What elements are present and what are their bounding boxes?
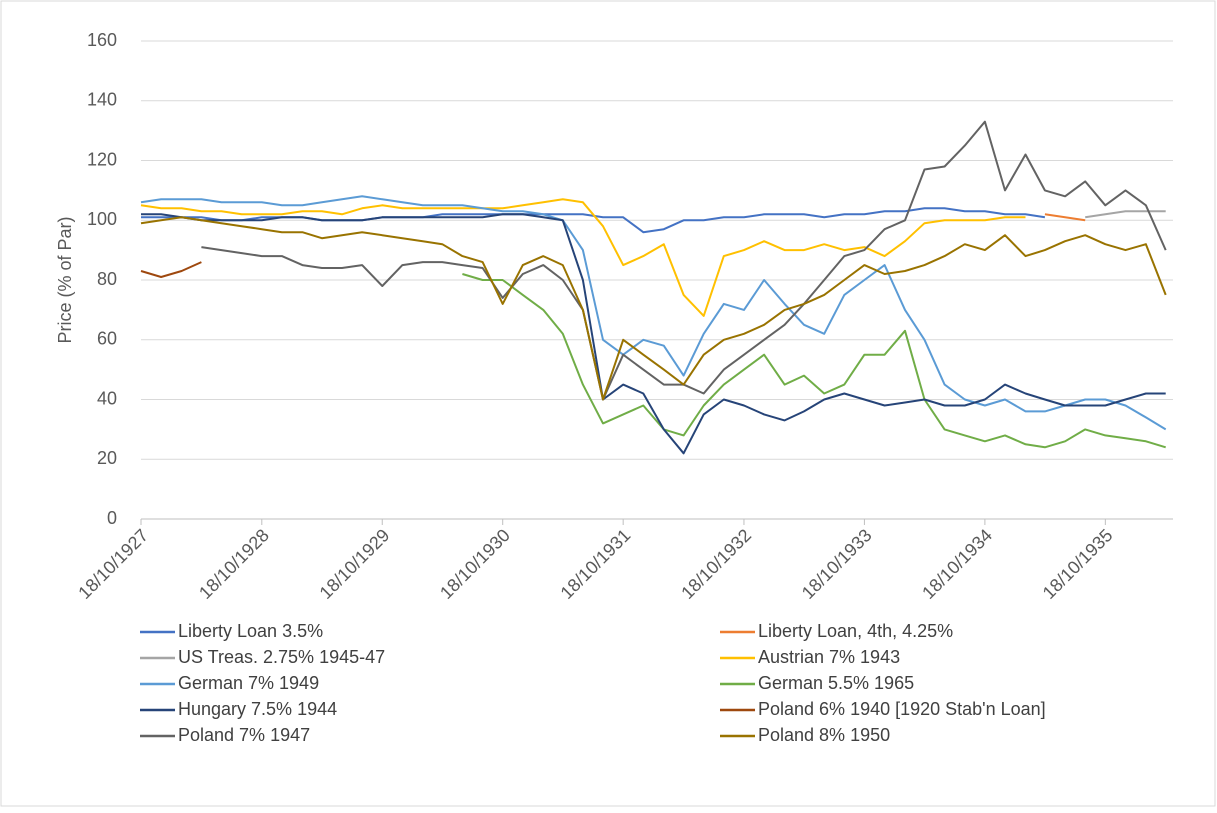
series-line — [1085, 210, 1166, 219]
series-line — [462, 273, 1166, 449]
y-tick-label: 60 — [97, 329, 117, 349]
series-line — [140, 261, 202, 278]
y-axis-label: Price (% of Par) — [55, 216, 75, 343]
y-tick-label: 80 — [97, 269, 117, 289]
y-tick-label: 120 — [87, 149, 117, 169]
y-tick-label: 160 — [87, 30, 117, 50]
legend-text: Poland 8% 1950 — [758, 725, 890, 745]
series-line — [140, 198, 1026, 317]
y-tick-label: 20 — [97, 448, 117, 468]
series-line — [140, 216, 1167, 401]
y-tick-label: 100 — [87, 209, 117, 229]
legend-text: Hungary 7.5% 1944 — [178, 699, 337, 719]
y-tick-label: 140 — [87, 90, 117, 110]
legend-text: Poland 7% 1947 — [178, 725, 310, 745]
legend-text: Austrian 7% 1943 — [758, 647, 900, 667]
y-tick-label: 40 — [97, 388, 117, 408]
legend-text: Liberty Loan, 4th, 4.25% — [758, 621, 953, 641]
series-line — [1044, 213, 1086, 222]
legend-text: US Treas. 2.75% 1945-47 — [178, 647, 385, 667]
series-line — [140, 195, 1167, 431]
legend-text: German 5.5% 1965 — [758, 673, 914, 693]
legend-text: German 7% 1949 — [178, 673, 319, 693]
series-line — [141, 213, 1166, 455]
y-tick-label: 0 — [107, 508, 117, 528]
legend-text: Poland 6% 1940 [1920 Stab'n Loan] — [758, 699, 1046, 719]
legend-text: Liberty Loan 3.5% — [178, 621, 323, 641]
